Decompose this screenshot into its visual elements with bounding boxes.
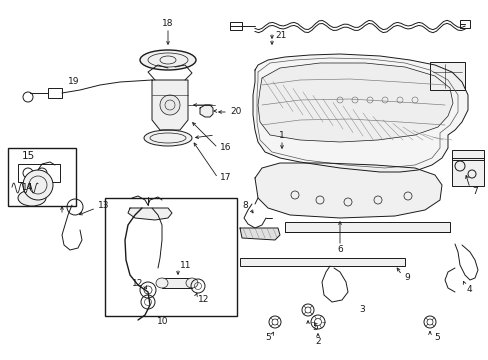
Text: 2: 2 [315,338,320,346]
Ellipse shape [143,130,192,146]
Circle shape [160,95,180,115]
Text: 4: 4 [466,285,472,294]
Polygon shape [200,105,213,117]
Text: 3: 3 [358,306,364,315]
Bar [8,148,76,206]
Text: 14: 14 [22,184,33,193]
Text: 5: 5 [264,333,270,342]
Bar [451,150,483,160]
Bar [48,88,62,98]
Bar [240,258,404,266]
Polygon shape [128,208,172,220]
Bar [105,198,237,316]
Text: 8: 8 [242,201,247,210]
Bar [451,158,483,186]
Text: 16: 16 [220,144,231,153]
Text: 19: 19 [68,77,80,86]
Polygon shape [258,63,452,142]
Text: 1: 1 [279,131,285,140]
Polygon shape [254,163,441,218]
Ellipse shape [140,50,196,70]
Text: 6: 6 [336,246,342,255]
Ellipse shape [18,190,46,206]
Text: 7: 7 [471,188,477,197]
Ellipse shape [156,278,168,288]
Bar [459,20,469,28]
Bar [162,278,192,288]
Polygon shape [152,80,187,130]
Ellipse shape [185,278,198,288]
Bar [18,164,60,182]
Polygon shape [252,54,467,172]
Text: 13: 13 [98,201,109,210]
Text: 21: 21 [274,31,286,40]
Text: 9: 9 [403,274,409,283]
Circle shape [23,170,53,200]
Polygon shape [240,228,280,240]
Text: 18: 18 [162,19,173,28]
Text: 10: 10 [157,318,168,327]
Bar [229,22,242,30]
Text: 5: 5 [311,324,317,333]
Text: 20: 20 [229,108,241,117]
Text: 15: 15 [22,151,35,161]
Text: 12: 12 [198,296,209,305]
Text: 17: 17 [220,174,231,183]
Bar [429,62,464,90]
Text: 11: 11 [180,261,191,270]
Text: 5: 5 [433,333,439,342]
Bar [285,222,449,232]
Text: 12: 12 [131,279,142,288]
